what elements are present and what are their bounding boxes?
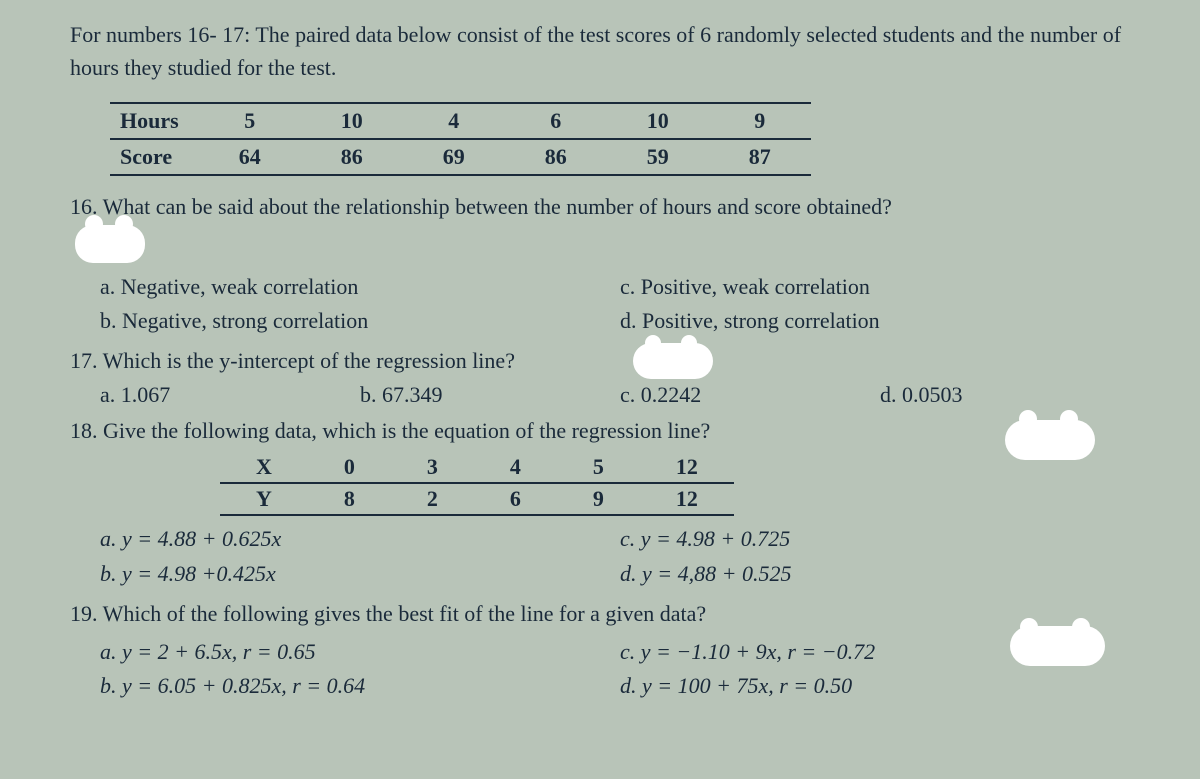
q18-options: a. y = 4.88 + 0.625x b. y = 4.98 +0.425x… xyxy=(100,522,1140,590)
cell: 9 xyxy=(709,103,811,139)
redaction-icon xyxy=(1010,626,1105,666)
q17-text: 17. Which is the y-intercept of the regr… xyxy=(70,344,1140,378)
cell: 86 xyxy=(301,139,403,175)
q18-opt-c: c. y = 4.98 + 0.725 xyxy=(620,522,1140,556)
cell: 10 xyxy=(301,103,403,139)
cell: 12 xyxy=(640,483,734,515)
row-label: Hours xyxy=(110,103,199,139)
cell: 0 xyxy=(308,452,391,483)
cell: 8 xyxy=(308,483,391,515)
cell: 64 xyxy=(199,139,301,175)
q16-text: 16. What can be said about the relations… xyxy=(70,190,1140,224)
q19-options: a. y = 2 + 6.5x, r = 0.65 b. y = 6.05 + … xyxy=(100,635,1140,703)
cell: 2 xyxy=(391,483,474,515)
cell: 4 xyxy=(403,103,505,139)
q17-opt-d: d. 0.0503 xyxy=(880,382,1140,408)
cell: 69 xyxy=(403,139,505,175)
row-label: Score xyxy=(110,139,199,175)
q18-text: 18. Give the following data, which is th… xyxy=(70,414,1140,448)
cell: 6 xyxy=(474,483,557,515)
redaction-icon xyxy=(75,225,145,263)
cell: 86 xyxy=(505,139,607,175)
q19-opt-d: d. y = 100 + 75x, r = 0.50 xyxy=(620,669,1140,703)
q17-opt-c: c. 0.2242 xyxy=(620,382,880,408)
q17-opt-b: b. 67.349 xyxy=(360,382,620,408)
cell: 5 xyxy=(557,452,640,483)
q18-opt-d: d. y = 4,88 + 0.525 xyxy=(620,557,1140,591)
cell: 6 xyxy=(505,103,607,139)
cell: 4 xyxy=(474,452,557,483)
q19-opt-b: b. y = 6.05 + 0.825x, r = 0.64 xyxy=(100,669,620,703)
q19-text: 19. Which of the following gives the bes… xyxy=(70,597,1140,631)
q16-opt-a: a. Negative, weak correlation xyxy=(100,270,620,304)
q17-opt-a: a. 1.067 xyxy=(100,382,360,408)
row-label: X xyxy=(220,452,308,483)
cell: 12 xyxy=(640,452,734,483)
q18-opt-a: a. y = 4.88 + 0.625x xyxy=(100,522,620,556)
q16-opt-c: c. Positive, weak correlation xyxy=(620,270,1140,304)
hours-score-table: Hours 5 10 4 6 10 9 Score 64 86 69 86 59… xyxy=(110,102,811,176)
row-label: Y xyxy=(220,483,308,515)
cell: 9 xyxy=(557,483,640,515)
redaction-icon xyxy=(633,343,713,379)
q16-opt-b: b. Negative, strong correlation xyxy=(100,304,620,338)
q18-opt-b: b. y = 4.98 +0.425x xyxy=(100,557,620,591)
cell: 5 xyxy=(199,103,301,139)
intro-text: For numbers 16- 17: The paired data belo… xyxy=(70,18,1140,84)
q19-opt-a: a. y = 2 + 6.5x, r = 0.65 xyxy=(100,635,620,669)
q16-opt-d: d. Positive, strong correlation xyxy=(620,304,1140,338)
xy-table: X 0 3 4 5 12 Y 8 2 6 9 12 xyxy=(220,452,734,516)
cell: 87 xyxy=(709,139,811,175)
cell: 59 xyxy=(607,139,709,175)
q17-options: a. 1.067 b. 67.349 c. 0.2242 d. 0.0503 xyxy=(100,382,1140,408)
cell: 3 xyxy=(391,452,474,483)
redaction-icon xyxy=(1005,420,1095,460)
cell: 10 xyxy=(607,103,709,139)
q16-options: a. Negative, weak correlation b. Negativ… xyxy=(100,270,1140,338)
